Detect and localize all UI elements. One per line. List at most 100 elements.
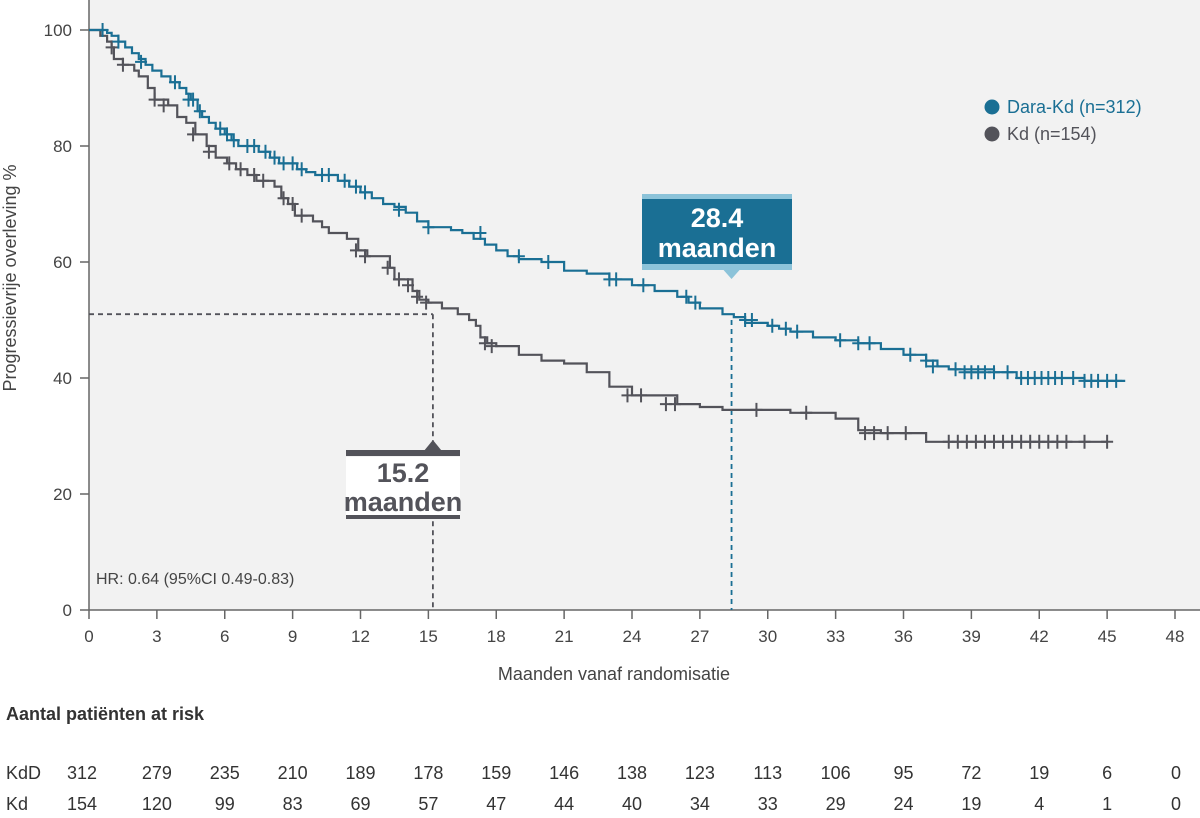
censor-mark-dara bbox=[349, 179, 362, 194]
callout-pointer-dara bbox=[723, 270, 740, 279]
censor-mark-dara bbox=[542, 255, 555, 269]
x-tick-label: 15 bbox=[419, 627, 438, 646]
y-tick-label: 0 bbox=[63, 601, 72, 620]
censor-mark-dara bbox=[791, 324, 804, 339]
censor-mark-dara bbox=[96, 23, 109, 37]
risk-cell: 33 bbox=[757, 794, 778, 814]
censor-mark-kd bbox=[105, 40, 118, 55]
censor-mark-kd bbox=[381, 260, 394, 275]
censor-mark-kd bbox=[668, 397, 681, 412]
censor-mark-dara bbox=[680, 289, 693, 304]
censor-mark-kd bbox=[800, 405, 813, 420]
risk-cell: 4 bbox=[1034, 794, 1045, 814]
y-axis-title: Progressievrije overleving % bbox=[0, 164, 20, 391]
x-tick-label: 39 bbox=[962, 627, 981, 646]
risk-cell: 189 bbox=[345, 763, 376, 783]
censor-mark-dara bbox=[904, 347, 917, 362]
censor-mark-dara bbox=[193, 104, 206, 119]
censor-mark-dara bbox=[766, 318, 779, 333]
y-tick-label: 40 bbox=[53, 369, 72, 388]
hazard-ratio-annotation: HR: 0.64 (95%CI 0.49-0.83) bbox=[96, 571, 294, 588]
censor-mark-dara bbox=[359, 185, 372, 200]
censor-mark-kd bbox=[881, 426, 894, 441]
axes: 0 3 6 9 12 15 18 21 24 27 30 33 36 39 42 45 480204060801… bbox=[44, 0, 1200, 646]
censor-mark-dara bbox=[221, 127, 234, 142]
censor-mark-dara bbox=[1001, 365, 1014, 380]
censor-mark-kd bbox=[420, 295, 433, 310]
risk-cell: 19 bbox=[1029, 763, 1050, 783]
risk-cell: 120 bbox=[141, 794, 172, 814]
median-value-kd: 15.2 bbox=[377, 458, 430, 488]
censor-mark-dara bbox=[863, 336, 876, 351]
risk-cell: 34 bbox=[689, 794, 710, 814]
y-tick-label: 80 bbox=[53, 137, 72, 156]
risk-cell: 106 bbox=[820, 763, 851, 783]
x-tick-label: 12 bbox=[351, 627, 370, 646]
censor-mark-dara bbox=[512, 249, 525, 264]
callout-topbar-kd bbox=[346, 450, 460, 456]
risk-cell: 29 bbox=[825, 794, 846, 814]
censor-mark-kd bbox=[899, 426, 912, 441]
censor-mark-kd bbox=[257, 173, 270, 188]
risk-cell: 312 bbox=[66, 763, 98, 783]
risk-row-label: Kd bbox=[6, 794, 29, 814]
legend-marker-dara bbox=[984, 99, 1000, 115]
risk-cell: 69 bbox=[350, 794, 371, 814]
censor-mark-dara bbox=[187, 92, 200, 107]
risk-cell: 40 bbox=[621, 794, 643, 814]
censor-mark-dara bbox=[214, 121, 227, 136]
censor-mark-dara bbox=[112, 34, 125, 49]
risk-table-title: Aantal patiënten at risk bbox=[6, 704, 205, 724]
x-tick-label: 30 bbox=[758, 627, 777, 646]
censor-mark-dara bbox=[745, 313, 758, 327]
censor-mark-dara bbox=[259, 144, 272, 159]
censor-mark-dara bbox=[1067, 371, 1080, 385]
censor-mark-kd bbox=[248, 168, 261, 182]
y-tick-label: 100 bbox=[44, 21, 72, 40]
censor-mark-dara bbox=[610, 272, 623, 287]
censor-mark-kd bbox=[478, 336, 491, 351]
censor-mark-kd bbox=[411, 289, 424, 304]
censor-mark-kd bbox=[621, 388, 634, 403]
censor-mark-dara bbox=[926, 359, 939, 374]
risk-row-kdd: KdD 312 279 235 210 189 178 159 146 138 123 113 106… bbox=[0, 763, 1200, 787]
censor-mark-dara bbox=[689, 295, 702, 310]
median-unit-kd: maanden bbox=[344, 487, 463, 517]
censor-mark-dara bbox=[422, 220, 435, 235]
callout-bottombar-dara bbox=[642, 264, 792, 270]
risk-cell: 146 bbox=[549, 763, 580, 783]
plot-background bbox=[89, 0, 1200, 610]
risk-cell: 178 bbox=[413, 763, 444, 783]
risk-cell: 138 bbox=[616, 763, 648, 783]
survival-curve-kd bbox=[89, 28, 1108, 443]
censor-mark-dara bbox=[338, 173, 351, 188]
censor-mark-dara bbox=[322, 168, 335, 182]
risk-cell: 6 bbox=[1102, 763, 1113, 783]
risk-cell: 83 bbox=[282, 794, 303, 814]
survival-curves bbox=[89, 23, 1126, 449]
censor-mark-kd bbox=[116, 57, 129, 72]
x-tick-label: 9 bbox=[288, 627, 297, 646]
x-tick-label: 36 bbox=[894, 627, 913, 646]
km-chart: 0 3 6 9 12 15 18 21 24 27 30 33 36 39 42 45 480204060801… bbox=[0, 0, 1200, 684]
censor-mark-kd bbox=[359, 249, 372, 264]
x-tick-label: 3 bbox=[152, 627, 161, 646]
censor-mark-dara bbox=[779, 321, 792, 336]
censor-mark-kd bbox=[868, 426, 881, 441]
risk-row-label: KdD bbox=[6, 763, 42, 783]
censor-mark-dara bbox=[637, 278, 650, 293]
risk-cell: 123 bbox=[684, 763, 715, 783]
censor-mark-dara bbox=[920, 353, 933, 368]
censor-mark-kd bbox=[234, 162, 247, 177]
x-tick-label: 6 bbox=[220, 627, 229, 646]
censor-mark-dara bbox=[168, 75, 181, 90]
median-value-dara: 28.4 bbox=[691, 203, 744, 233]
risk-cell: 1 bbox=[1102, 794, 1113, 814]
risk-cell: 235 bbox=[209, 763, 240, 783]
callout-pointer-kd bbox=[423, 440, 442, 451]
risk-cell: 44 bbox=[554, 794, 575, 814]
legend-label-kd: Kd (n=154) bbox=[1007, 124, 1097, 144]
censor-mark-kd bbox=[349, 243, 362, 258]
legend-marker-kd bbox=[984, 126, 1000, 142]
